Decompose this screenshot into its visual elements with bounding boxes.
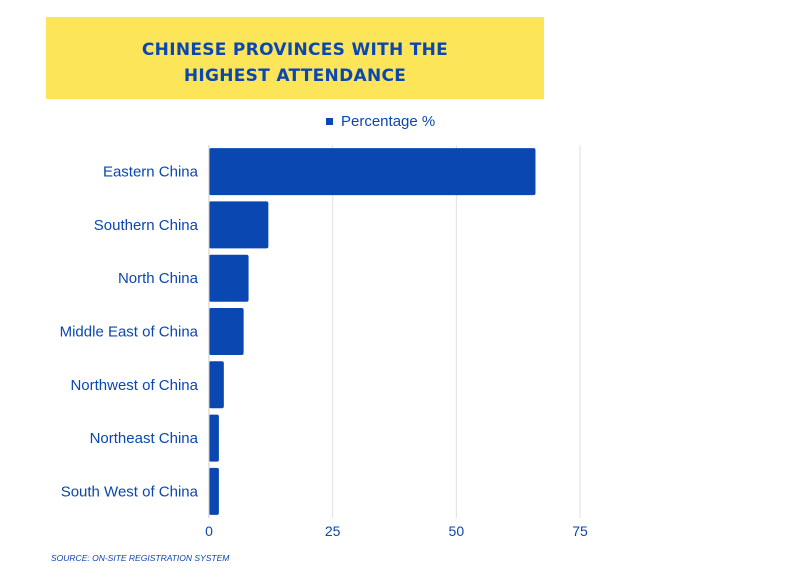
- chart-title: CHINESE PROVINCES WITH THE HIGHEST ATTEN…: [46, 37, 544, 89]
- bar: [209, 148, 536, 196]
- category-label: Southern China: [94, 217, 199, 234]
- category-label: Northeast China: [90, 430, 199, 447]
- bar: [209, 308, 244, 355]
- chart-title-line-2: HIGHEST ATTENDANCE: [183, 66, 407, 86]
- bar: [209, 254, 249, 302]
- category-label: North China: [118, 270, 199, 287]
- source-note: SOURCE: ON-SITE REGISTRATION SYSTEM: [51, 553, 230, 563]
- legend-label: Percentage %: [341, 112, 436, 130]
- bar: [209, 414, 219, 462]
- category-label: Eastern China: [103, 164, 199, 181]
- x-tick-label: 75: [572, 523, 588, 539]
- bar: [209, 361, 224, 409]
- category-label: South West of China: [61, 483, 199, 500]
- category-label: Northwest of China: [70, 377, 198, 394]
- category-label: Middle East of China: [60, 324, 199, 341]
- bar: [209, 201, 269, 249]
- legend-swatch: [326, 117, 333, 125]
- chart-legend: Percentage %: [326, 112, 435, 130]
- x-tick-label: 50: [449, 523, 465, 539]
- x-tick-label: 25: [325, 523, 341, 539]
- bar: [209, 467, 219, 515]
- x-tick-label: 0: [205, 523, 213, 539]
- title-banner: CHINESE PROVINCES WITH THE HIGHEST ATTEN…: [46, 17, 544, 99]
- chart-title-line-1: CHINESE PROVINCES WITH THE: [141, 40, 449, 60]
